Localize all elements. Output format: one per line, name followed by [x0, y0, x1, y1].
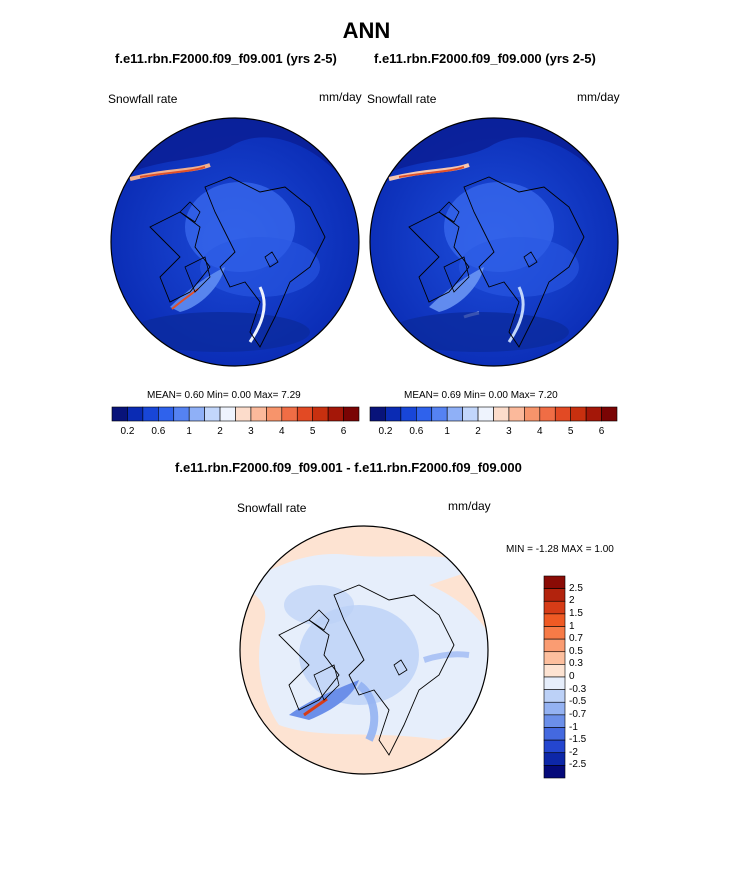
panel3-variable-label: Snowfall rate	[237, 501, 307, 515]
colorbar-tick-label: -0.7	[569, 708, 587, 720]
colorbar-swatch	[601, 406, 618, 422]
colorbar-swatch	[462, 406, 479, 422]
colorbar-tick-label: 0.6	[151, 426, 166, 437]
colorbar-swatch	[543, 638, 566, 653]
colorbar-tick-label: 1	[444, 426, 450, 437]
colorbar-tick-label: -0.3	[569, 683, 587, 695]
colorbar-swatch	[508, 406, 525, 422]
colorbar-tick-label: 0.3	[569, 658, 583, 670]
colorbar-tick-label: -0.5	[569, 696, 587, 708]
panel1-variable-label: Snowfall rate	[108, 92, 178, 106]
panel1-units-label: mm/day	[319, 90, 362, 104]
figure-title: ANN	[342, 18, 391, 43]
colorbar-swatch	[543, 701, 566, 716]
panel2-variable-label: Snowfall rate	[367, 92, 437, 106]
colorbar-swatch	[204, 406, 221, 422]
colorbar-tick-label: 4	[279, 426, 285, 437]
colorbar-swatch	[158, 406, 175, 422]
subtitle-right: f.e11.rbn.F2000.f09_f09.000 (yrs 2-5)	[374, 51, 596, 66]
colorbar-swatch	[543, 626, 566, 640]
subtitle-left: f.e11.rbn.F2000.f09_f09.001 (yrs 2-5)	[115, 51, 337, 66]
colorbar-tick-label: -1	[569, 721, 578, 733]
colorbar-swatch	[111, 406, 128, 422]
colorbar-swatch	[543, 689, 566, 703]
colorbar-tick-label: 1	[569, 620, 575, 632]
colorbar-swatch	[343, 406, 360, 422]
map-panel-2	[369, 117, 619, 367]
diff-title: f.e11.rbn.F2000.f09_f09.001 - f.e11.rbn.…	[175, 460, 522, 475]
colorbar-swatch	[543, 727, 566, 741]
colorbar-tick-label: 6	[340, 426, 347, 437]
colorbar-swatch	[543, 765, 566, 779]
colorbar-swatch	[188, 406, 205, 422]
colorbar-swatch	[266, 406, 283, 422]
colorbar-tick-label: 1	[186, 426, 192, 437]
colorbar-tick-label: 1.5	[569, 607, 583, 619]
map-panel-diff	[239, 525, 489, 775]
colorbar-swatch	[281, 406, 298, 422]
colorbar-swatch	[312, 406, 329, 422]
colorbar-swatch	[543, 676, 566, 690]
panel3-units-label: mm/day	[448, 499, 491, 513]
colorbar-tick-label: 2	[217, 426, 223, 437]
colorbar-swatch	[493, 406, 510, 422]
colorbar-swatch	[543, 588, 566, 602]
colorbar-tick-label: 2.5	[569, 582, 583, 594]
colorbar-swatch	[219, 406, 236, 422]
colorbar-tick-label: 6	[598, 426, 605, 437]
colorbar-tick-label: -2.5	[569, 759, 587, 771]
colorbar-tick-label: 3	[506, 426, 512, 437]
colorbar-swatch	[173, 406, 190, 422]
colorbar-swatch	[431, 406, 448, 422]
colorbar-tick-label: 0.6	[409, 426, 424, 437]
colorbar-diff	[543, 575, 566, 779]
colorbar-tick-label: -2	[569, 746, 578, 758]
colorbar-swatch	[539, 406, 556, 422]
colorbar-swatch	[524, 406, 541, 422]
colorbar-tick-label: 2	[569, 595, 575, 607]
colorbar-tick-label: 0	[569, 671, 575, 682]
colorbar-swatch	[543, 600, 566, 615]
colorbar-tick-label: 0.2	[378, 426, 393, 437]
colorbar-tick-label: 0.2	[120, 426, 135, 437]
panel1-stats: MEAN= 0.60 Min= 0.00 Max= 7.29	[147, 390, 301, 401]
colorbar-panel-2	[369, 406, 618, 422]
colorbar-swatch	[543, 739, 566, 754]
colorbar-panel-1	[111, 406, 360, 422]
colorbar-swatch	[477, 406, 494, 422]
colorbar-swatch	[543, 752, 566, 766]
colorbar-swatch	[327, 406, 344, 422]
colorbar-swatch	[400, 406, 417, 422]
colorbar-swatch	[296, 406, 313, 422]
colorbar-tick-label: 5	[567, 426, 574, 437]
map-panel-1	[110, 117, 360, 367]
colorbar-tick-label: 4	[537, 426, 543, 437]
panel2-units-label: mm/day	[577, 90, 620, 104]
colorbar-swatch	[554, 406, 571, 422]
colorbar-swatch	[543, 714, 566, 728]
colorbar-swatch	[570, 406, 587, 422]
colorbar-swatch	[127, 406, 144, 422]
colorbar-swatch	[543, 613, 566, 627]
colorbar-tick-label: 0.5	[569, 645, 583, 657]
panel3-stats: MIN = -1.28 MAX = 1.00	[506, 544, 614, 555]
colorbar-swatch	[369, 406, 386, 422]
colorbar-swatch	[142, 406, 159, 422]
colorbar-tick-label: 5	[309, 426, 316, 437]
colorbar-swatch	[543, 664, 566, 678]
panel2-stats: MEAN= 0.69 Min= 0.00 Max= 7.20	[404, 390, 558, 401]
colorbar-swatch	[543, 575, 566, 589]
colorbar-swatch	[446, 406, 463, 422]
colorbar-swatch	[585, 406, 602, 422]
colorbar-swatch	[543, 651, 566, 665]
colorbar-tick-label: 2	[475, 426, 481, 437]
colorbar-tick-label: 3	[248, 426, 254, 437]
colorbar-swatch	[416, 406, 433, 422]
colorbar-swatch	[250, 406, 267, 422]
colorbar-tick-label: 0.7	[569, 633, 583, 645]
colorbar-swatch	[385, 406, 402, 422]
colorbar-tick-label: -1.5	[569, 734, 587, 746]
colorbar-swatch	[235, 406, 252, 422]
